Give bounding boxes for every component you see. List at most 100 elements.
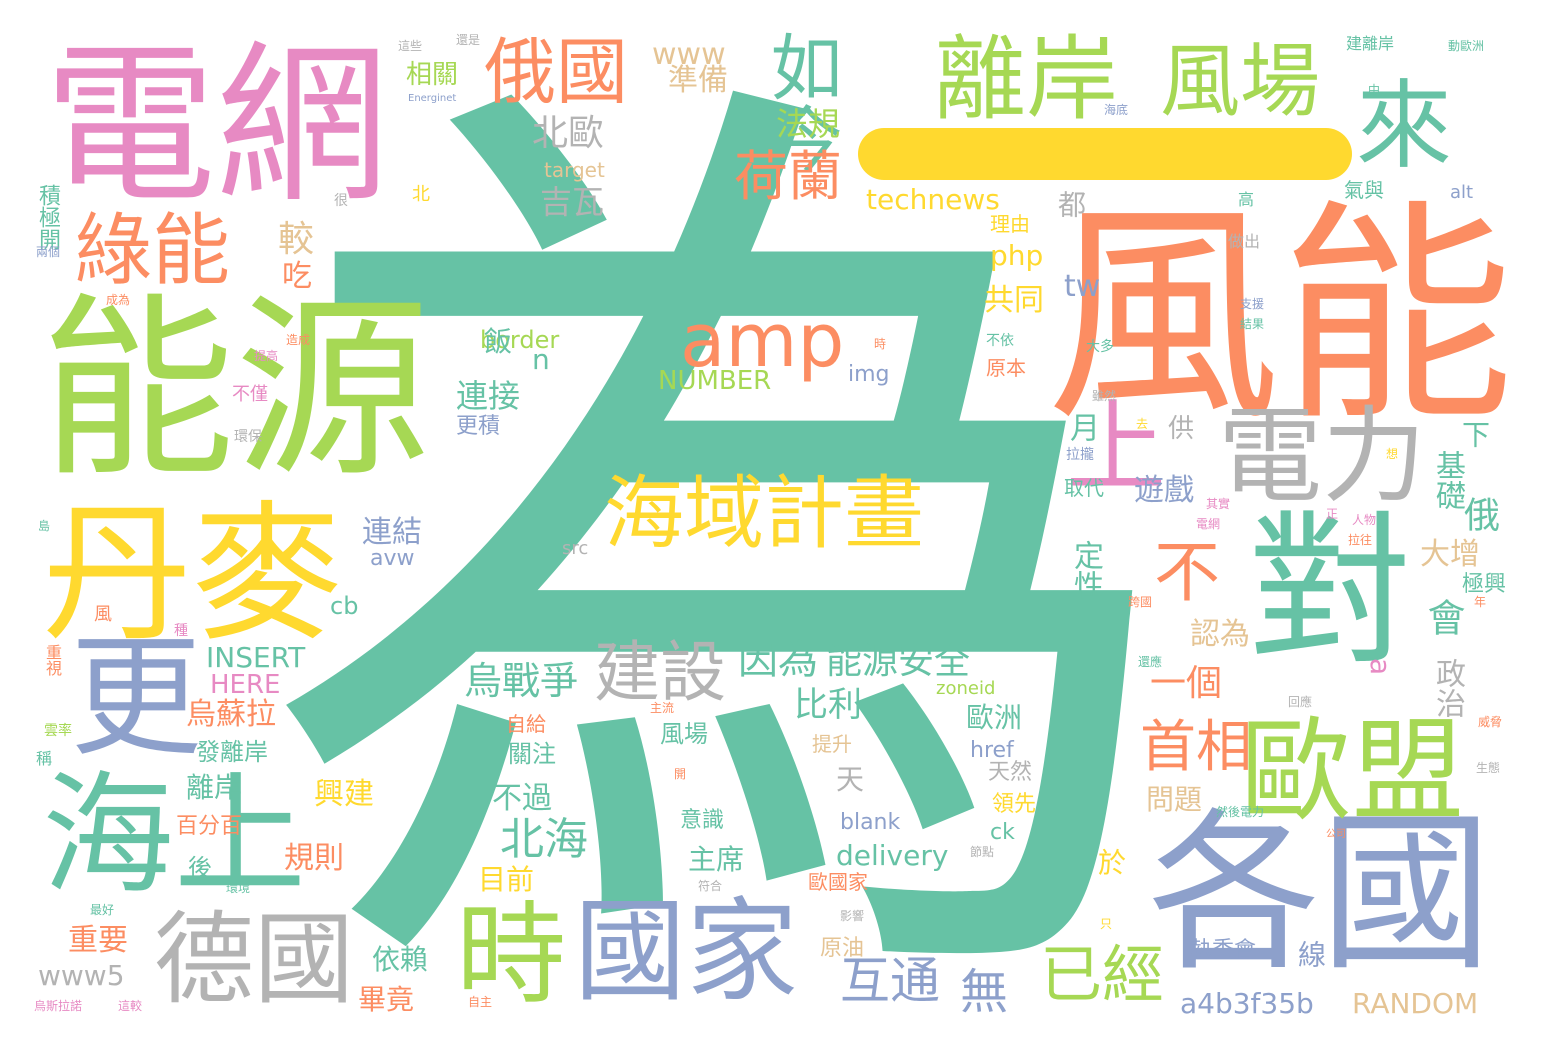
word-52: 共同 [984,283,1044,318]
word-89: 不過 [492,781,552,816]
word-139: 結果 [1240,317,1265,331]
word-26: 荷蘭 [734,145,842,208]
word-116: 高 [1238,190,1255,209]
word-159: 回應 [1288,695,1313,709]
word-96: 意識 [680,808,725,833]
word-42: RANDOM [1352,987,1479,1020]
word-10: 國家 [574,887,798,1017]
word-93: 關注 [508,740,556,768]
word-75: 問題 [1146,783,1203,816]
word-158: 只 [1100,917,1113,931]
word-172: 提高 [254,349,279,363]
word-79: 發離岸 [196,738,268,766]
word-59: 更積 [456,414,501,439]
word-151: 跨國 [1128,595,1153,609]
word-9: 對 [1248,496,1413,687]
word-145: 想 [1386,447,1399,461]
word-46: 法規 [776,105,841,143]
word-5: 丹麥 [42,488,343,662]
word-94: 自給 [506,712,546,736]
word-111: 執委會 [1190,938,1257,963]
word-95: 提升 [812,732,852,756]
word-86: 依賴 [372,943,429,976]
word-173: 時 [874,337,887,351]
word-99: 連結 [362,515,422,550]
word-114: 理由 [990,212,1030,236]
word-130: 自主 [468,995,493,1009]
word-161: 威脅 [1478,715,1503,729]
word-146: 其實 [1206,497,1231,511]
word-147: 電網 [1196,517,1221,531]
word-132: 這些 [398,39,423,53]
word-8: 海上 [42,759,306,913]
word-25: 建設 [594,634,726,711]
word-77: 比利 [794,685,862,725]
word-55: 飯 [484,325,513,358]
word-82: 百分百 [176,814,243,839]
word-103: target [544,158,605,182]
word-127: 稱 [33,750,52,766]
word-62: 月 [1064,412,1099,442]
word-164: 主流 [650,701,675,715]
word-11: 德國 [154,901,354,1018]
word-32: 烏戰爭 [464,659,579,703]
word-38: NUMBER [658,366,772,396]
word-66: 定性 [1068,540,1103,600]
word-65: 俄 [1458,496,1499,532]
word-67: 取代 [1064,476,1104,500]
word-117: 氣與 [1344,178,1384,202]
word-153: 生態 [1476,761,1501,775]
word-141: 大多 [1086,339,1114,355]
word-143: 去 [1136,417,1149,431]
word-167: 成為 [106,293,131,307]
word-110: 於 [1094,848,1127,876]
word-109: 領先 [992,792,1037,817]
word-16: 電力 [1218,395,1427,517]
long-dash-mark [858,128,1352,180]
word-68: 大增 [1420,537,1480,572]
word-140: 不依 [986,333,1014,349]
word-155: 符合 [698,879,723,893]
word-21: 不 [1154,534,1220,611]
word-138: 支援 [1240,297,1265,311]
word-144: 拉攏 [1066,447,1094,463]
word-118: alt [1450,182,1474,203]
word-81: 興建 [314,777,374,812]
word-72: 一個 [1150,663,1223,704]
word-45: 吉瓦 [540,183,605,221]
word-3: 能源 [40,276,430,503]
word-35: 北歐 [532,113,605,154]
word-51: php [990,239,1044,272]
word-83: 規則 [284,841,344,876]
word-98: 原油 [820,936,865,961]
word-4: 電網 [44,25,388,226]
word-88: 目前 [478,863,535,896]
word-85: 重要 [68,923,128,958]
word-169: 環境 [226,881,251,895]
word-57: img [848,362,890,387]
word-18: 海域計畫 [604,467,924,560]
word-156: 節點 [970,845,995,859]
word-61: 供 [1168,414,1195,444]
word-80: 離岸 [186,771,243,804]
word-39: INSERT [206,641,306,674]
word-23: 俄國 [484,30,629,114]
word-131: 還是 [456,33,481,47]
word-91: 天 [836,763,865,796]
word-150: 拉往 [1348,533,1373,547]
word-7: 更 [70,621,202,775]
word-108: 天然 [988,760,1033,785]
word-163: 造成 [286,333,311,347]
word-12: 歐盟 [1240,707,1464,837]
word-13: 時 [456,891,566,1019]
word-115: 都 [1054,190,1087,218]
word-30: 無 [960,964,1009,1020]
word-112: 線 [1294,940,1327,968]
word-53: tw [1064,269,1101,304]
word-137: 中 [1368,83,1381,97]
word-122: 很 [334,193,348,209]
word-102: src [562,538,589,559]
word-50: 吃 [282,259,312,294]
word-37: delivery [836,839,949,872]
word-6: 各國 [1148,793,1492,994]
